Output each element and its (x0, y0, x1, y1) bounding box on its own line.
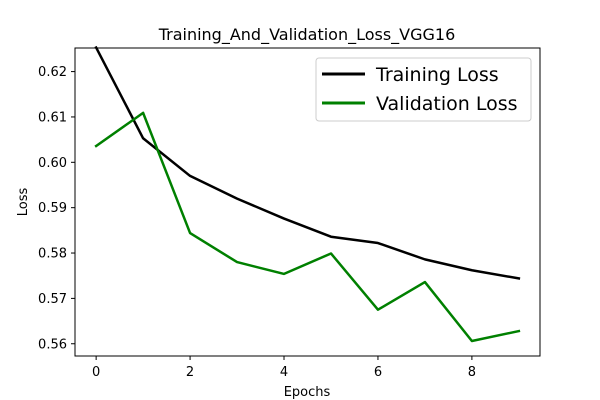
legend-box (315, 57, 532, 122)
legend-label-validation-loss: Validation Loss (376, 93, 518, 115)
x-tick-label: 0 (92, 365, 100, 380)
legend: Training Loss Validation Loss (315, 57, 532, 122)
legend-label-training-loss: Training Loss (375, 64, 499, 86)
x-tick-label: 6 (374, 365, 382, 380)
x-tick-label: 2 (186, 365, 194, 380)
x-axis-ticks: 0 2 4 6 8 (92, 356, 476, 380)
y-tick-label: 0.61 (38, 110, 67, 125)
y-tick-label: 0.60 (38, 156, 67, 171)
plot-frame (74, 47, 541, 357)
x-axis-label: Epochs (284, 385, 331, 400)
y-tick-label: 0.56 (38, 337, 67, 352)
y-tick-label: 0.58 (38, 247, 67, 262)
x-tick-label: 8 (468, 365, 476, 380)
series-line-training-loss (94, 45, 521, 280)
y-tick-label: 0.59 (38, 201, 67, 216)
series-line-validation-loss (94, 111, 521, 343)
y-axis-label: Loss (16, 188, 31, 217)
series-layer (94, 45, 521, 343)
y-tick-label: 0.62 (38, 65, 67, 80)
chart-title: Training_And_Validation_Loss_VGG16 (158, 25, 456, 45)
x-tick-label: 4 (280, 365, 288, 380)
y-tick-label: 0.57 (38, 292, 67, 307)
y-axis-ticks: 0.56 0.57 0.58 0.59 0.60 0.61 0.62 (38, 65, 75, 352)
